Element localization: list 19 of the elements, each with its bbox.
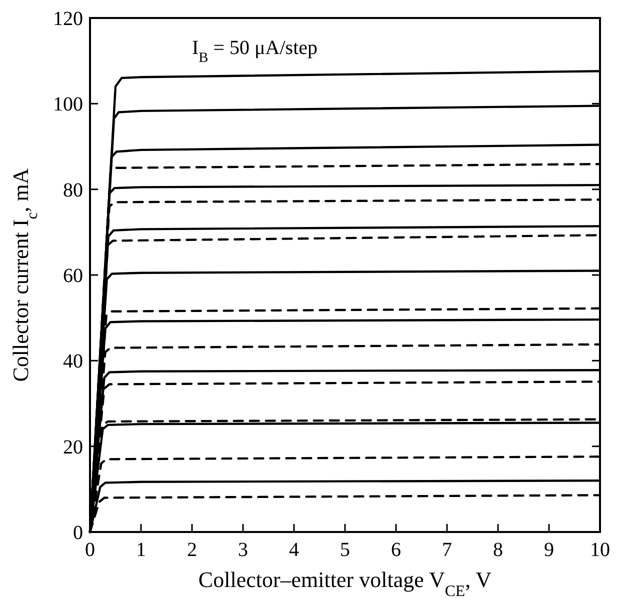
x-tick-label: 1	[136, 539, 146, 561]
x-tick-label: 6	[391, 539, 401, 561]
x-tick-label: 3	[238, 539, 248, 561]
y-tick-label: 100	[53, 94, 83, 116]
x-tick-label: 10	[590, 539, 610, 561]
x-tick-label: 2	[187, 539, 197, 561]
y-tick-label: 60	[63, 265, 83, 287]
y-tick-label: 40	[63, 350, 83, 373]
y-tick-label: 120	[53, 8, 83, 30]
annotation: I$_{B}$ = 50 μA/step	[192, 37, 318, 66]
y-tick-label: 0	[73, 522, 83, 544]
x-tick-label: 4	[289, 539, 299, 561]
y-tick-label: 20	[63, 436, 83, 458]
x-tick-label: 7	[442, 539, 452, 561]
y-tick-label: 80	[63, 179, 83, 202]
x-tick-label: 9	[544, 539, 554, 561]
x-axis-title: Collector–emitter voltage V$_{CE}$, V	[198, 567, 492, 600]
x-tick-label: 8	[493, 539, 503, 561]
x-tick-label: 5	[340, 539, 350, 561]
